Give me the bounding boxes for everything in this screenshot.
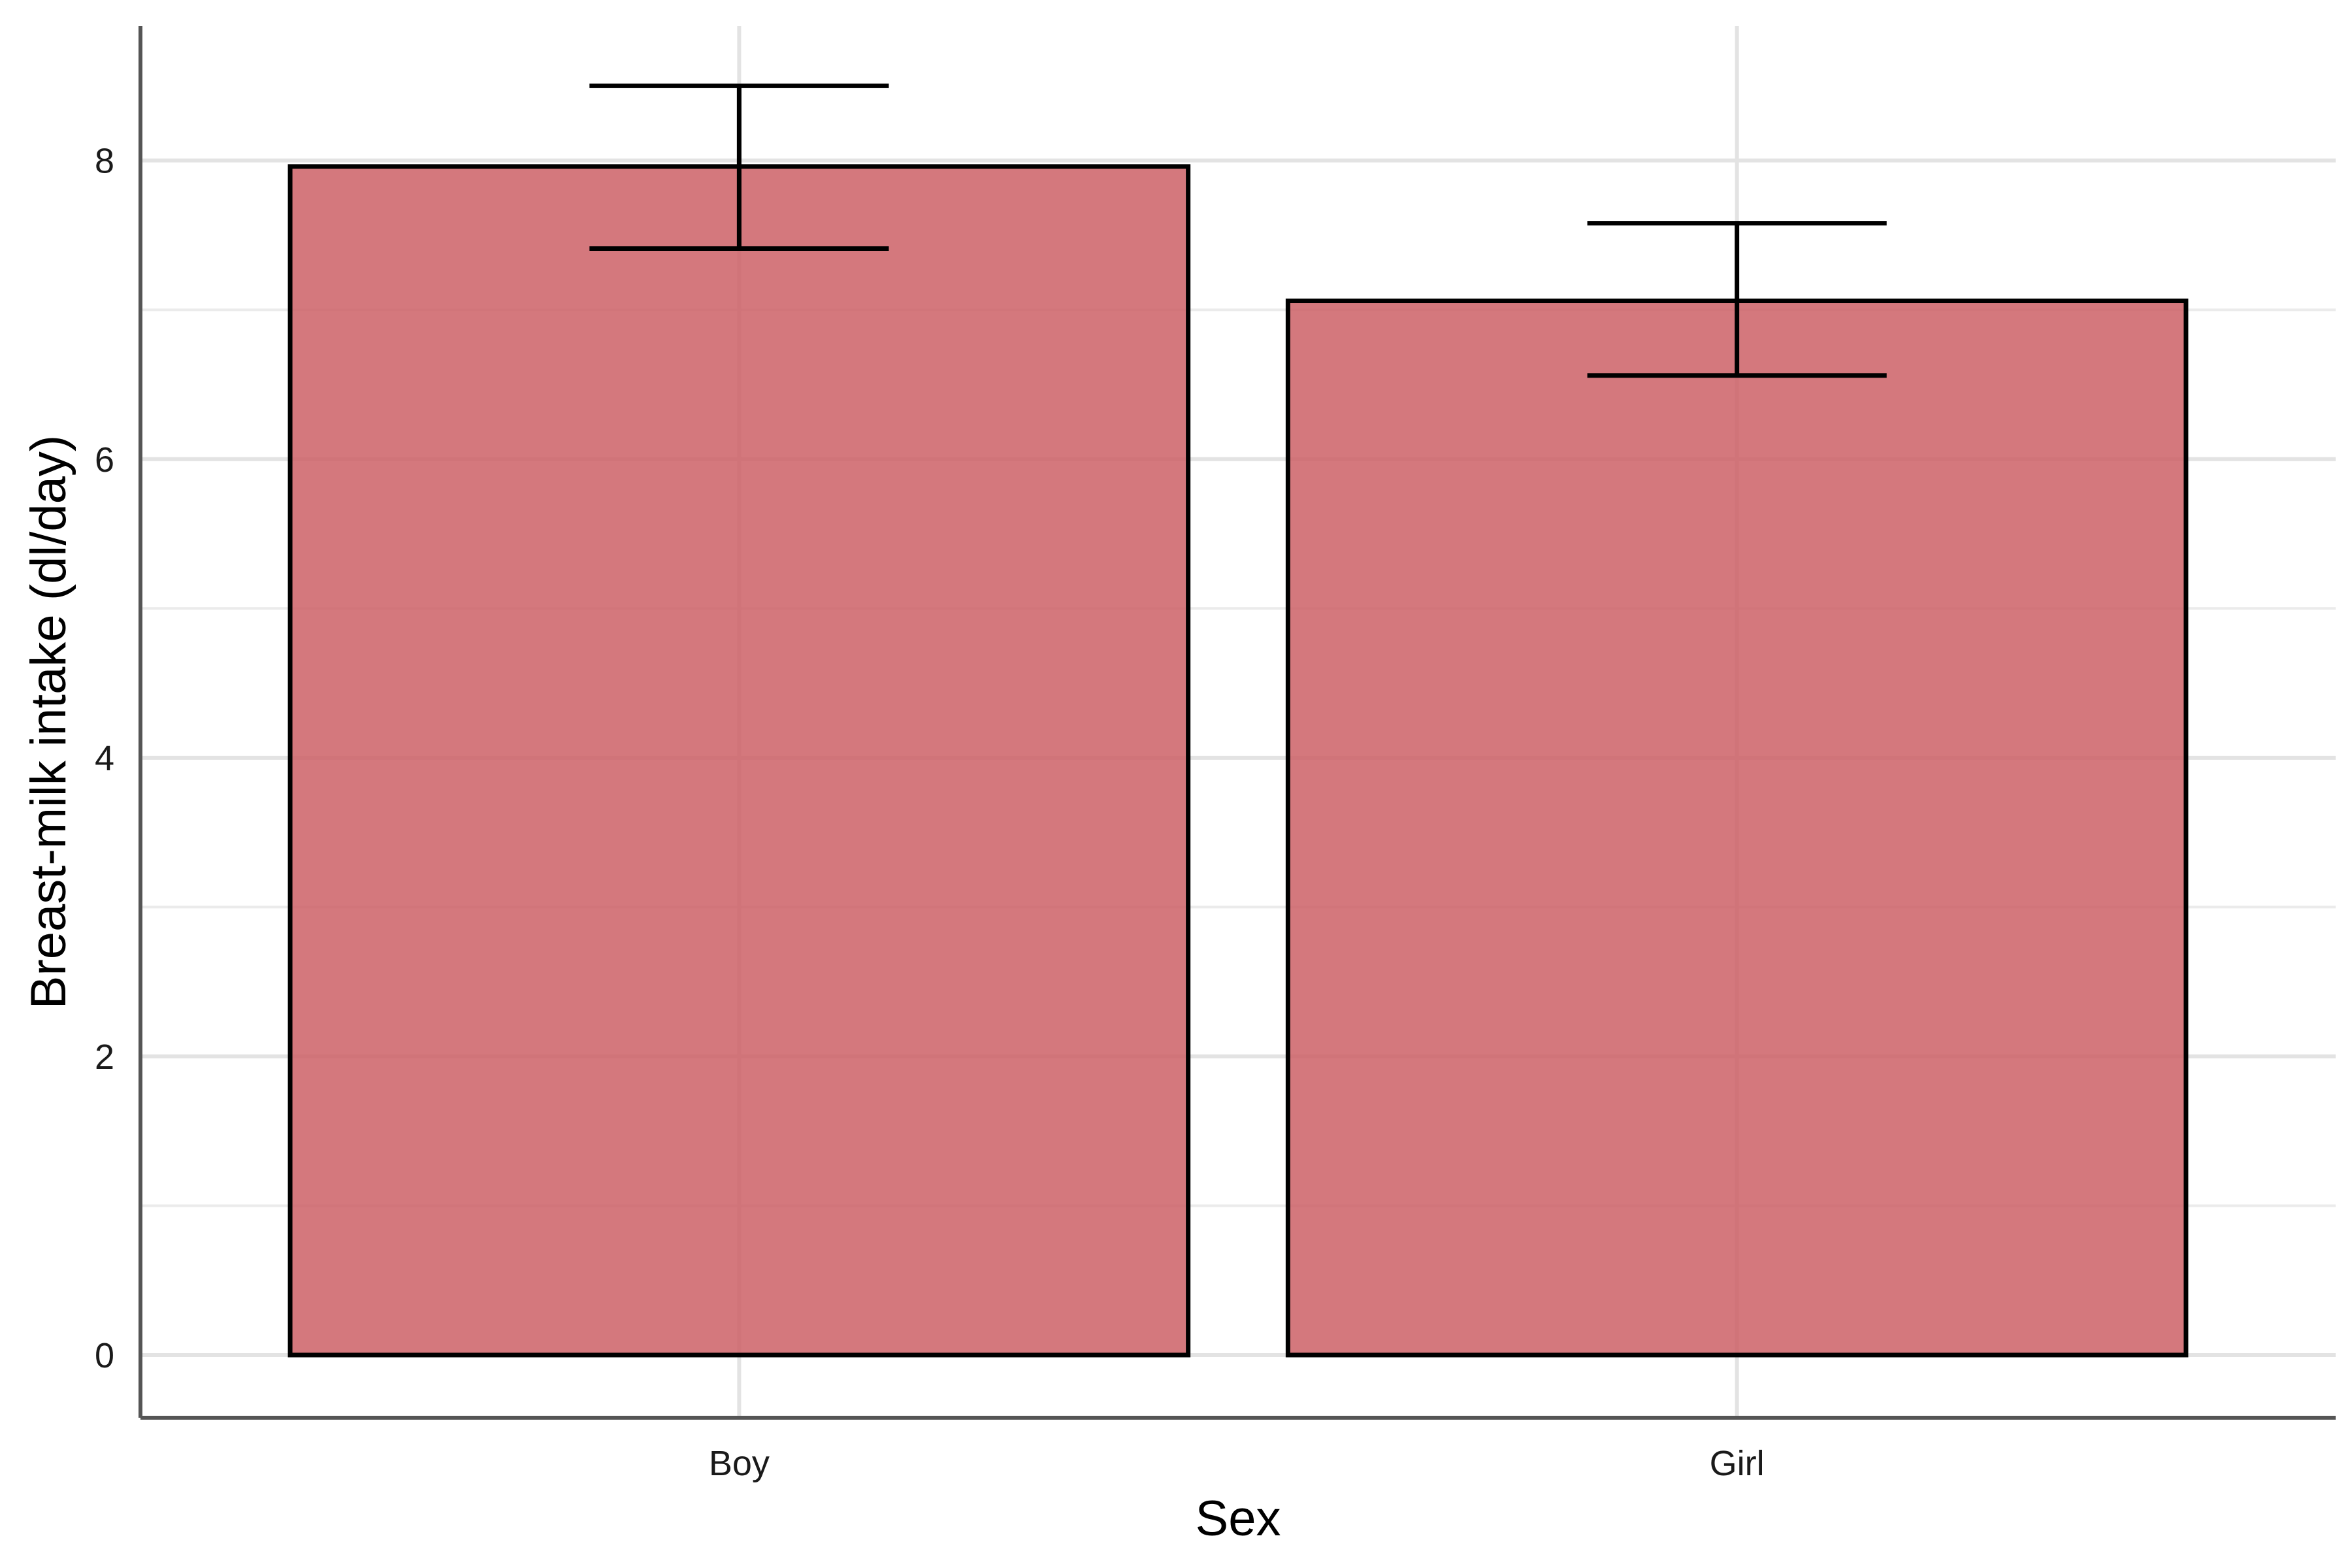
x-tick-label: Boy [709, 1444, 770, 1483]
y-axis-title: Breast-milk intake (dl/day) [21, 435, 76, 1009]
x-tick-label: Girl [1710, 1444, 1765, 1483]
y-tick-label: 8 [95, 142, 114, 181]
bar-girl [1285, 299, 2189, 1358]
error-bar-boy [589, 83, 889, 252]
bars [287, 164, 2189, 1358]
y-tick-label: 0 [95, 1336, 114, 1375]
error-bars [589, 83, 1887, 378]
tick-labels: 0 2 4 6 8 Boy Girl [95, 142, 1765, 1483]
axes [139, 26, 2336, 1420]
bar-boy [287, 164, 1191, 1358]
y-tick-label: 4 [95, 739, 114, 778]
error-bar-girl [1587, 221, 1887, 378]
y-tick-label: 2 [95, 1037, 114, 1077]
y-tick-label: 6 [95, 440, 114, 480]
x-axis-title: Sex [1196, 1491, 1281, 1546]
